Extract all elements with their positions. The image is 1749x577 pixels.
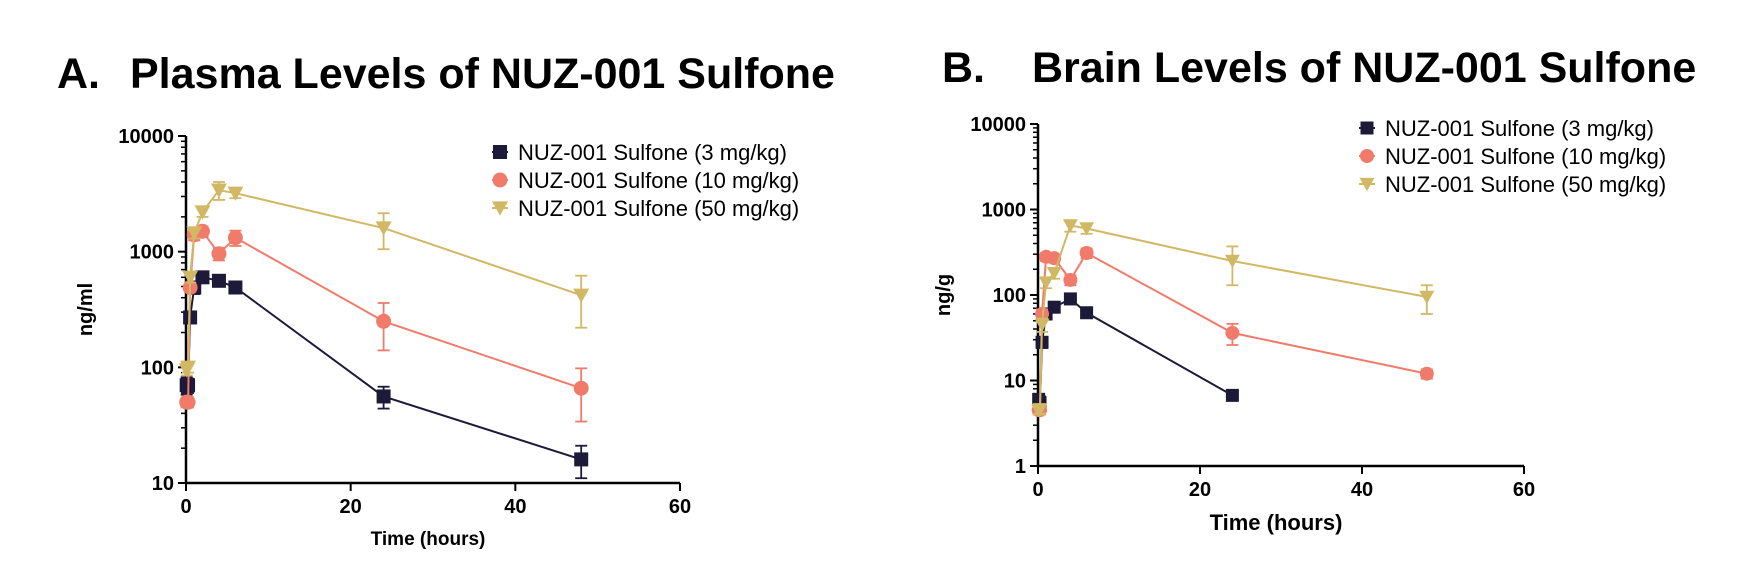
chart-b-data-point xyxy=(1225,388,1239,402)
chart-a-xtick-label: 60 xyxy=(669,496,691,518)
chart-b-y-axis-label: ng/g xyxy=(933,274,955,316)
chart-a-data-point xyxy=(227,230,243,246)
chart-a-ytick-label: 10 xyxy=(152,473,174,495)
chart-a-data-point xyxy=(211,246,227,262)
chart-b-data-point xyxy=(1047,300,1061,314)
chart-a-data-point xyxy=(376,313,392,329)
chart-a-data-point xyxy=(180,394,196,410)
chart-b-data-point xyxy=(1080,306,1094,320)
chart-a-ytick-label: 1000 xyxy=(130,242,175,264)
chart-b-ytick-label: 10 xyxy=(1004,371,1026,393)
chart-a-data-point xyxy=(227,186,244,201)
chart-b-data-point xyxy=(1063,272,1078,287)
chart-a-xtick-label: 0 xyxy=(180,496,191,518)
chart-a-data-point xyxy=(375,221,392,236)
chart-a-data-point xyxy=(376,389,391,404)
chart-b-legend-entry: NUZ-001 Sulfone (10 mg/kg) xyxy=(1385,144,1666,169)
chart-a-xtick-label: 20 xyxy=(340,496,362,518)
chart-b-legend-marker xyxy=(1359,177,1375,192)
chart-b-data-point xyxy=(1034,318,1050,332)
chart-b-legend: NUZ-001 Sulfone (3 mg/kg) NUZ-001 Sulfone… xyxy=(1359,116,1666,197)
chart-b-data-point xyxy=(1419,366,1434,381)
chart-b-xtick-label: 40 xyxy=(1351,479,1373,501)
chart-a-data-point xyxy=(573,380,589,396)
chart-a-series-1 xyxy=(179,270,589,480)
chart-b-legend-entry: NUZ-001 Sulfone (50 mg/kg) xyxy=(1385,172,1666,197)
chart-a-xtick-label: 40 xyxy=(504,496,526,518)
chart-b-series-1 xyxy=(1032,292,1239,412)
chart-a-data-point xyxy=(210,183,227,198)
chart-a-legend-marker xyxy=(492,172,508,188)
chart-a-legend: NUZ-001 Sulfone (3 mg/kg) NUZ-001 Sulfone… xyxy=(492,140,799,221)
chart-b-series-1-line xyxy=(1037,297,1233,404)
chart-a-ytick-label: 100 xyxy=(141,357,174,379)
chart-a-data-point xyxy=(573,288,590,303)
chart-a-data-point xyxy=(228,280,243,295)
chart-a-data-point xyxy=(574,452,589,467)
chart-b-data-point xyxy=(1038,276,1054,290)
chart-b-data-point xyxy=(1046,266,1062,281)
chart-b-data-point xyxy=(1224,254,1240,269)
chart-b-ytick-label: 1 xyxy=(1015,456,1026,478)
chart-a-data-point xyxy=(182,270,199,285)
chart-b-xtick-label: 20 xyxy=(1189,479,1211,501)
chart-b-title: Brain Levels of NUZ-001 Sulfone xyxy=(1032,44,1696,92)
chart-b-data-point xyxy=(1079,245,1094,260)
chart-a-data-point xyxy=(180,360,197,375)
chart-b-series-3 xyxy=(1031,219,1435,418)
chart-b-data-point xyxy=(1419,290,1435,305)
chart-b-legend-entry: NUZ-001 Sulfone (3 mg/kg) xyxy=(1385,116,1654,141)
chart-b-legend-marker xyxy=(1360,149,1374,163)
chart-a-legend-entry: NUZ-001 Sulfone (10 mg/kg) xyxy=(518,168,799,193)
chart-b-data-point xyxy=(1062,219,1078,233)
chart-a: A. Plasma Levels of NUZ-001 Sulfone 10 100 1… xyxy=(57,50,835,550)
chart-b-x-axis-label: Time (hours) xyxy=(1210,510,1343,535)
chart-b-xtick-label: 0 xyxy=(1032,479,1043,501)
chart-b-data-point xyxy=(1063,292,1077,306)
chart-a-title: Plasma Levels of NUZ-001 Sulfone xyxy=(130,50,835,98)
chart-b-panel-label: B. xyxy=(942,44,985,92)
chart-a-legend-marker xyxy=(492,201,508,216)
chart-b: B. Brain Levels of NUZ-001 Sulfone 1 10 100 1… xyxy=(933,44,1696,535)
chart-a-ytick-label: 10000 xyxy=(118,126,174,148)
chart-a-series-3 xyxy=(178,181,590,378)
chart-a-x-axis-label: Time (hours) xyxy=(371,529,486,550)
chart-a-data-point xyxy=(195,270,210,285)
chart-a-y-axis-label: ng/ml xyxy=(75,283,97,336)
chart-b-ytick-label: 100 xyxy=(993,285,1026,307)
chart-a-legend-marker xyxy=(493,145,507,159)
chart-a-data-point xyxy=(194,205,211,220)
chart-b-ytick-label: 1000 xyxy=(982,200,1027,222)
chart-a-data-point xyxy=(211,273,226,288)
chart-b-data-point xyxy=(1079,222,1095,236)
chart-b-xtick-label: 60 xyxy=(1513,479,1535,501)
chart-a-panel-label: A. xyxy=(57,50,100,98)
chart-b-data-point xyxy=(1225,325,1240,340)
chart-b-data-point xyxy=(1032,403,1048,417)
chart-a-legend-entry: NUZ-001 Sulfone (50 mg/kg) xyxy=(518,196,799,221)
chart-b-legend-marker xyxy=(1360,121,1374,135)
chart-b-ytick-label: 10000 xyxy=(970,114,1026,136)
chart-a-legend-entry: NUZ-001 Sulfone (3 mg/kg) xyxy=(518,140,787,165)
chart-a-data-point xyxy=(186,226,203,241)
